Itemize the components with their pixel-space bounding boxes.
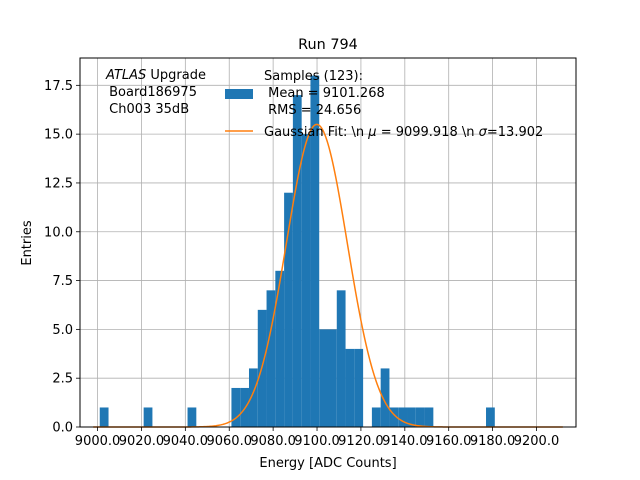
legend-fit-sigma: σ [479,125,488,140]
x-tick-label: 9060.0 [206,434,252,449]
x-tick-label: 9040.0 [163,434,209,449]
y-tick-label: 15.0 [44,128,73,143]
y-tick-label: 2.5 [52,372,73,387]
histogram-bar [266,290,276,427]
y-tick-label: 17.5 [44,79,73,94]
legend-fit-mu: μ [367,125,376,140]
histogram-bar [310,75,320,428]
histogram-bar [407,407,416,427]
histogram-bar [187,407,197,427]
y-tick-label: 12.5 [44,176,73,191]
histogram-bar [345,348,355,427]
legend: Samples (123): Mean = 9101.268 RMS = 24.… [225,69,543,140]
histogram-bar [319,329,328,427]
y-tick-label: 10.0 [44,225,73,240]
histogram-bar [398,407,408,427]
histogram-bar [248,368,258,427]
annotation-atlas: ATLAS [105,68,146,83]
legend-fit-label: Gaussian Fit: \n μ = 9099.918 \n σ=13.90… [264,125,543,140]
histogram-bar [389,407,399,427]
histogram-bar [275,270,285,427]
histogram-bar [292,95,302,427]
annotation-board: Board186975 [105,85,197,100]
atlas-annotation: ATLAS Upgrade Board186975 Ch003 35dB [105,68,206,117]
histogram-bar [99,407,109,427]
annotation-channel: Ch003 35dB [105,102,189,117]
x-tick-label: 9000.0 [75,434,121,449]
histogram-bar [301,134,311,427]
x-tick-label: 9080.0 [250,434,296,449]
legend-samples-mean: Mean = 9101.268 [264,86,385,101]
histogram-bar [415,407,425,427]
x-axis-label: Energy [ADC Counts] [259,456,396,471]
histogram-bar [380,368,390,427]
x-tick-label: 9180.0 [470,434,516,449]
histogram-bar [328,329,337,427]
y-tick-label: 0.0 [52,421,73,436]
annotation-upgrade: Upgrade [146,68,206,83]
legend-samples-rms: RMS = 24.656 [264,103,361,118]
annotation-line-1: ATLAS Upgrade [105,68,206,83]
x-tick-label: 9100.0 [294,434,340,449]
histogram-bar [486,407,495,427]
histogram-bar [336,290,346,427]
x-tick-label: 9200.0 [514,434,560,449]
x-tick-label: 9020.0 [119,434,165,449]
histogram-bar [284,192,293,427]
histogram-bar [143,407,153,427]
legend-fit-text-1: Gaussian Fit: \n [264,125,368,140]
y-tick-label: 7.5 [52,274,73,289]
y-tick-label: 5.0 [52,323,73,338]
legend-samples-swatch [225,89,253,99]
axis-ticks: 9000.09020.09040.09060.09080.09100.09120… [44,79,559,449]
x-tick-label: 9160.0 [426,434,472,449]
histogram-bar [424,407,434,427]
chart-title: Run 794 [298,37,358,53]
legend-fit-text-2: = 9099.918 \n [377,125,479,140]
plot-frame [79,57,577,428]
x-tick-label: 9140.0 [382,434,428,449]
x-tick-label: 9120.0 [338,434,384,449]
histogram-bar [371,407,381,427]
histogram-bars [99,75,495,428]
histogram-bar [354,348,364,427]
legend-samples-title: Samples (123): [264,69,363,84]
y-axis-label: Entries [20,220,35,266]
legend-fit-text-3: =13.902 [487,125,543,140]
histogram-bar [231,387,241,427]
